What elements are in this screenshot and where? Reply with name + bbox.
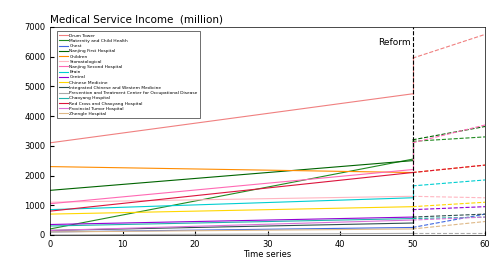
Legend: Drum Tower, Maternity and Child Health, Chest, Nanjing First Hospital, Children,: Drum Tower, Maternity and Child Health, … [56,31,200,118]
X-axis label: Time series: Time series [244,250,292,259]
Text: Medical Service Income  (million): Medical Service Income (million) [50,15,223,25]
Text: Reform: Reform [378,38,410,47]
